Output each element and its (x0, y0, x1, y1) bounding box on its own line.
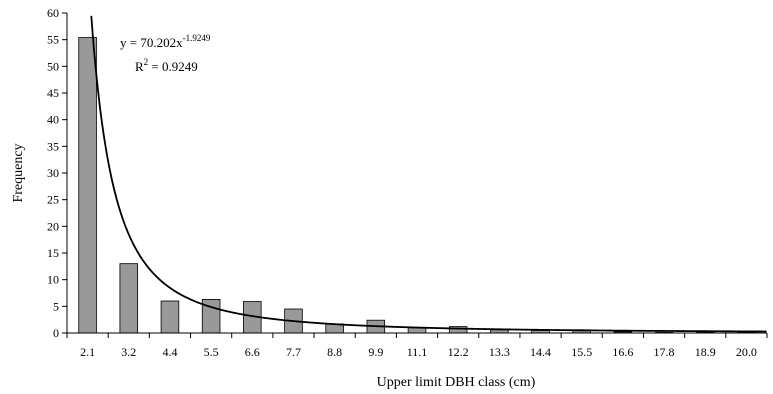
ticks-group: 0 5 10 15 20 25 30 35 40 45 50 55 60 2.1 3.2 4.4 5.5 6.6 7… (47, 6, 768, 359)
trendline-group (90, 15, 767, 333)
y-axis-title: Frequency (11, 143, 26, 202)
x-tick-label-20.0: 20.0 (736, 345, 757, 359)
power-trendline (90, 15, 767, 333)
bar-4.4 (160, 300, 180, 334)
y-tick-label-25: 25 (47, 193, 59, 207)
x-tick-label-18.9: 18.9 (695, 345, 716, 359)
x-tick-label-14.4: 14.4 (530, 345, 551, 359)
y-tick-label-45: 45 (47, 86, 59, 100)
r-squared-label: R2 = 0.9249 (135, 57, 198, 74)
y-tick-label-35: 35 (47, 139, 59, 153)
y-tick-label-15: 15 (47, 246, 59, 260)
y-tick-label-0: 0 (53, 326, 59, 340)
x-tick-label-16.6: 16.6 (612, 345, 633, 359)
x-tick-label-5.5: 5.5 (204, 345, 219, 359)
y-tick-label-60: 60 (47, 6, 59, 20)
x-tick-label-3.2: 3.2 (121, 345, 136, 359)
x-tick-label-9.9: 9.9 (368, 345, 383, 359)
x-tick-label-13.3: 13.3 (489, 345, 510, 359)
x-tick-label-15.5: 15.5 (571, 345, 592, 359)
y-tick-label-50: 50 (47, 59, 59, 73)
y-tick-label-10: 10 (47, 273, 59, 287)
equation-exponent: -1.9249 (183, 33, 211, 43)
x-tick-label-12.2: 12.2 (448, 345, 469, 359)
y-tick-label-30: 30 (47, 166, 59, 180)
y-tick-label-5: 5 (53, 299, 59, 313)
x-tick-label-6.6: 6.6 (245, 345, 260, 359)
equation-label: y = 70.202x-1.9249 (120, 33, 211, 50)
x-axis-title: Upper limit DBH class (cm) (377, 375, 536, 390)
bar-2.1 (78, 37, 97, 334)
y-tick-label-20: 20 (47, 219, 59, 233)
x-tick-label-4.4: 4.4 (162, 345, 177, 359)
r-squared-value: = 0.9249 (148, 59, 198, 74)
y-tick-label-40: 40 (47, 113, 59, 127)
y-tick-label-55: 55 (47, 33, 59, 47)
r-squared-exponent: 2 (144, 57, 149, 67)
x-tick-label-17.8: 17.8 (654, 345, 675, 359)
r-squared-symbol: R (135, 59, 144, 74)
equation-main: y = 70.202x (120, 35, 183, 50)
x-tick-label-8.8: 8.8 (327, 345, 342, 359)
x-tick-label-11.1: 11.1 (407, 345, 428, 359)
x-tick-label-7.7: 7.7 (286, 345, 301, 359)
bars-group (78, 37, 756, 334)
bar-3.2 (119, 263, 139, 334)
x-tick-label-2.1: 2.1 (80, 345, 95, 359)
